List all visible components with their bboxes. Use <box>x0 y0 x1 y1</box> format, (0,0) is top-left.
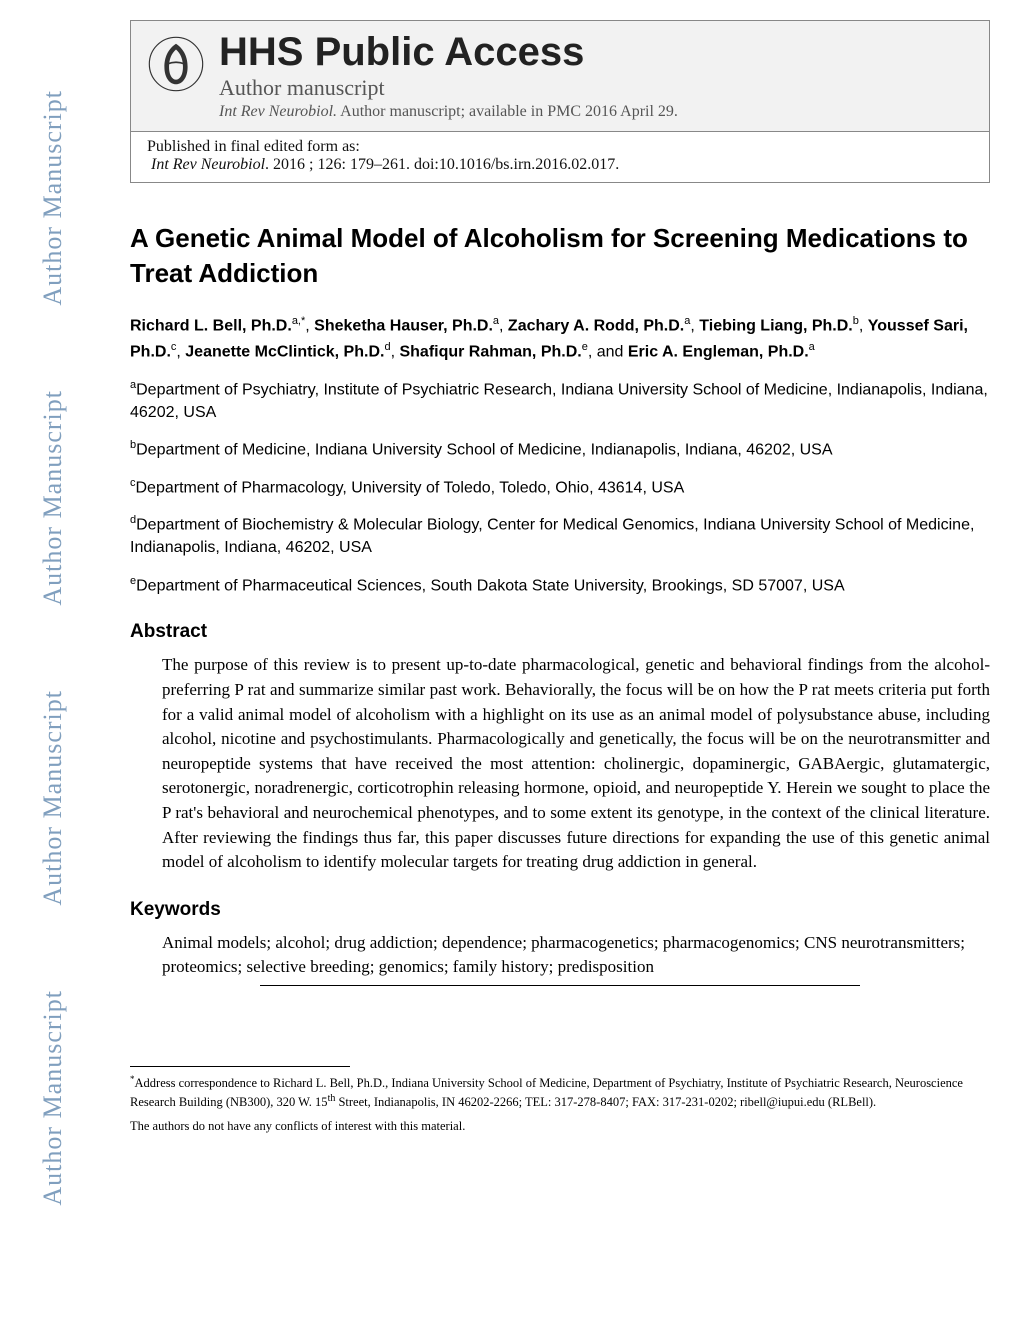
watermark-text: Author Manuscript <box>38 390 68 606</box>
header-journal-line: Int Rev Neurobiol. Author manuscript; av… <box>219 103 973 121</box>
footnote-rule <box>130 1066 350 1067</box>
watermark-text: Author Manuscript <box>38 690 68 906</box>
affil-text: Department of Medicine, Indiana Universi… <box>136 441 832 458</box>
header-text-block: HHS Public Access Author manuscript Int … <box>219 31 973 121</box>
hhs-logo-icon <box>147 35 205 93</box>
author-sup: a <box>809 341 815 353</box>
watermark-text: Author Manuscript <box>38 90 68 306</box>
keywords-heading: Keywords <box>130 899 990 921</box>
conflict-statement: The authors do not have any conflicts of… <box>130 1119 990 1134</box>
correspondence-footnote: *Address correspondence to Richard L. Be… <box>130 1073 990 1111</box>
watermark-text: Author Manuscript <box>38 990 68 1206</box>
author: Sheketha Hauser, Ph.D. <box>314 318 493 335</box>
author-sup: d <box>384 341 390 353</box>
author-sup: a,* <box>292 315 305 327</box>
author: Zachary A. Rodd, Ph.D. <box>508 318 684 335</box>
publication-rest: . 2016 ; 126: 179–261. doi:10.1016/bs.ir… <box>265 156 619 173</box>
header-journal-italic: Int Rev Neurobiol. <box>219 103 337 120</box>
publication-line2: Int Rev Neurobiol. 2016 ; 126: 179–261. … <box>147 156 973 174</box>
affiliation: eDepartment of Pharmaceutical Sciences, … <box>130 574 990 598</box>
header-journal-rest: Author manuscript; available in PMC 2016… <box>337 103 678 120</box>
affiliation: bDepartment of Medicine, Indiana Univers… <box>130 438 990 462</box>
author-sup: c <box>171 341 177 353</box>
author-sup: a <box>684 315 690 327</box>
authors-block: Richard L. Bell, Ph.D.a,*, Sheketha Haus… <box>130 313 990 364</box>
publication-block: Published in final edited form as: Int R… <box>130 132 990 183</box>
keywords-text: Animal models; alcohol; drug addiction; … <box>162 931 990 979</box>
affil-text: Department of Pharmaceutical Sciences, S… <box>136 577 845 594</box>
affil-text: Department of Psychiatry, Institute of P… <box>130 381 988 420</box>
affil-text: Department of Pharmacology, University o… <box>136 479 685 496</box>
page-content: HHS Public Access Author manuscript Int … <box>130 20 990 1134</box>
header-subtitle: Author manuscript <box>219 75 973 101</box>
publication-line1: Published in final edited form as: <box>147 138 973 156</box>
publication-journal-italic: Int Rev Neurobiol <box>151 156 265 173</box>
author: Jeanette McClintick, Ph.D. <box>185 343 384 360</box>
footnote-text-2: Street, Indianapolis, IN 46202-2266; TEL… <box>335 1095 876 1109</box>
affil-text: Department of Biochemistry & Molecular B… <box>130 517 974 556</box>
abstract-text: The purpose of this review is to present… <box>162 653 990 875</box>
author: Shafiqur Rahman, Ph.D. <box>399 343 581 360</box>
author: Richard L. Bell, Ph.D. <box>130 318 292 335</box>
affiliation: aDepartment of Psychiatry, Institute of … <box>130 378 990 424</box>
affiliation: cDepartment of Pharmacology, University … <box>130 476 990 500</box>
author: Eric A. Engleman, Ph.D. <box>628 343 809 360</box>
article-title: A Genetic Animal Model of Alcoholism for… <box>130 221 990 291</box>
abstract-heading: Abstract <box>130 621 990 643</box>
header-box: HHS Public Access Author manuscript Int … <box>130 20 990 132</box>
author: Tiebing Liang, Ph.D. <box>699 318 852 335</box>
author-sup: a <box>493 315 499 327</box>
author-sup: e <box>582 341 588 353</box>
author-sup: b <box>853 315 859 327</box>
header-title: HHS Public Access <box>219 31 973 73</box>
keywords-rule <box>260 985 860 986</box>
affiliation: dDepartment of Biochemistry & Molecular … <box>130 513 990 559</box>
